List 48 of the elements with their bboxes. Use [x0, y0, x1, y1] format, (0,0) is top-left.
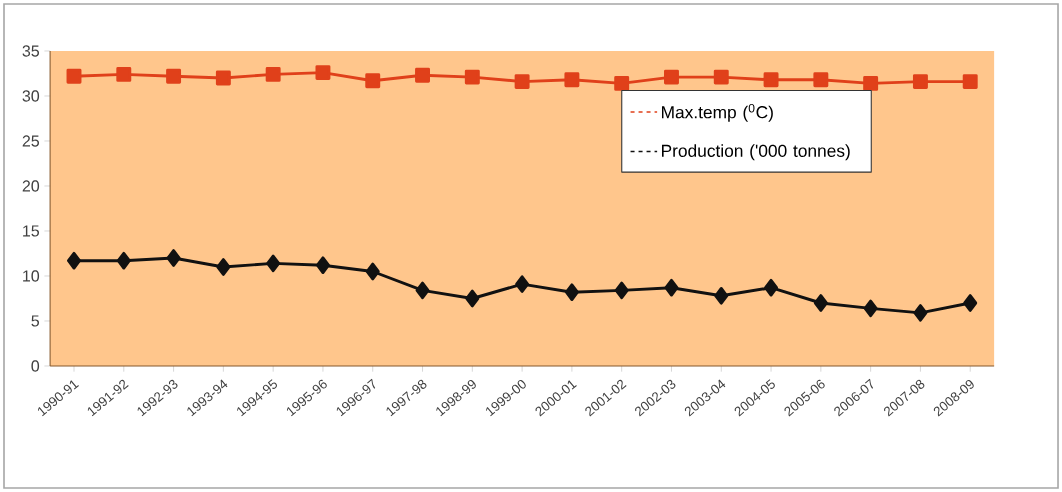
y-tick-label: 10 [23, 270, 40, 282]
point [714, 286, 729, 305]
y-tick-label: 20 [22, 180, 40, 192]
point [664, 69, 679, 85]
point [764, 278, 779, 297]
point [216, 258, 231, 276]
point [515, 275, 530, 293]
point [813, 72, 829, 88]
point [465, 289, 480, 308]
point [464, 69, 480, 85]
point [266, 254, 281, 273]
legend-label: Production ('000 tonnes) [662, 144, 850, 161]
y-tick-label: 30 [22, 90, 40, 102]
point [415, 67, 430, 83]
point [315, 65, 331, 81]
point [66, 68, 82, 84]
point [166, 249, 181, 267]
point [265, 66, 281, 82]
point [863, 299, 878, 318]
point [963, 294, 978, 312]
point [614, 281, 629, 300]
point [713, 69, 729, 85]
point [813, 294, 828, 312]
point [664, 278, 679, 297]
point [763, 72, 779, 88]
point [514, 74, 530, 90]
point [564, 72, 580, 88]
point [564, 283, 579, 301]
y-tick-label: 15 [23, 225, 40, 237]
point [116, 66, 132, 82]
y-tick-label: 0 [31, 360, 40, 372]
point [365, 262, 380, 281]
point [315, 256, 330, 274]
y-tick-label: 25 [22, 135, 40, 147]
point [67, 251, 81, 270]
point [912, 74, 928, 90]
legend-label: Max.temp ($^{0}$C) [662, 103, 773, 122]
point [614, 75, 630, 91]
y-tick-label: 5 [31, 315, 40, 327]
point [365, 73, 381, 89]
point [415, 281, 430, 300]
point [116, 251, 131, 270]
point [215, 70, 231, 86]
point [863, 75, 879, 91]
point [913, 304, 928, 322]
point [962, 74, 978, 90]
y-tick-label: 35 [22, 45, 40, 57]
point [166, 68, 182, 84]
